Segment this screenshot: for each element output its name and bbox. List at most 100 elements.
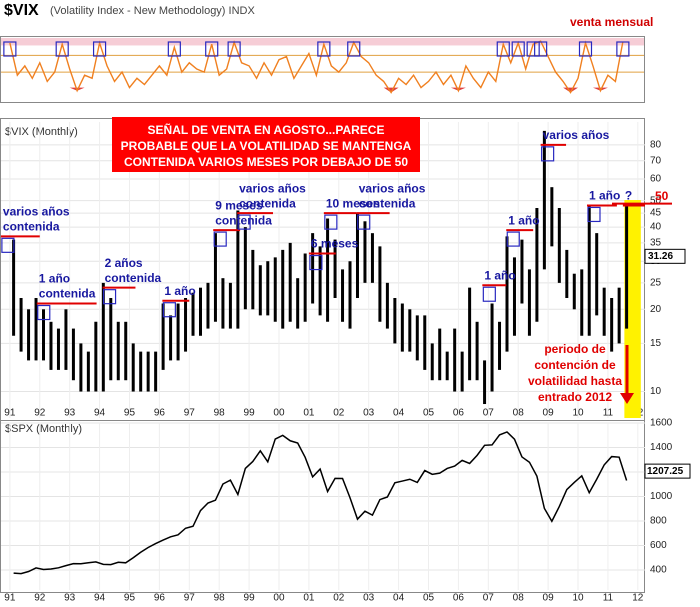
callout-text: CONTENIDA VARIOS MESES POR DEBAJO DE 50 — [124, 155, 408, 169]
x-tick-label: 11 — [603, 408, 614, 419]
callout-text: PROBABLE QUE LA VOLATILIDAD SE MANTENGA — [121, 139, 412, 153]
signal-box — [167, 41, 181, 57]
x-tick-label: 09 — [543, 593, 555, 604]
subtitle: (Volatility Index - New Methodology) IND… — [50, 5, 255, 17]
signal-box — [3, 41, 17, 57]
note-text: entrado 2012 — [538, 390, 612, 404]
x-tick-label: 04 — [393, 408, 405, 419]
ann-text: 2 años — [105, 256, 143, 270]
x-tick-label: 00 — [273, 593, 285, 604]
x-tick-label: 07 — [483, 593, 495, 604]
x-tick-label: 03 — [363, 593, 375, 604]
y-tick-label: 70 — [650, 155, 662, 166]
signal-box — [205, 41, 219, 57]
signal-box — [347, 41, 361, 57]
note-text: periodo de — [544, 342, 606, 356]
x-tick-label: 92 — [34, 408, 46, 419]
title: $VIX — [4, 2, 39, 19]
ann-text: varios años — [239, 181, 306, 195]
ann-box — [102, 289, 117, 305]
last-value: 1207.25 — [647, 466, 684, 477]
ann-box — [213, 231, 227, 247]
x-tick-label: 09 — [543, 408, 555, 419]
x-tick-label: 97 — [184, 408, 196, 419]
signal-box — [534, 41, 548, 57]
x-tick-label: 00 — [273, 408, 285, 419]
ann-box — [506, 231, 520, 247]
ann-box — [587, 206, 601, 223]
x-tick-label: 06 — [453, 408, 465, 419]
y-tick-label: 1400 — [650, 442, 673, 453]
y-tick-label: 80 — [650, 139, 662, 150]
y-tick-label: 45 — [650, 208, 662, 219]
x-tick-label: 06 — [453, 593, 465, 604]
y-tick-label: 60 — [650, 174, 662, 185]
ann-text: 6 meses — [311, 237, 359, 251]
x-tick-label: 94 — [94, 408, 106, 419]
x-tick-label: 92 — [34, 593, 46, 604]
ann-box — [482, 286, 496, 302]
x-tick-label: 10 — [572, 593, 584, 604]
x-tick-label: 11 — [603, 593, 614, 604]
ann-text: contenida — [3, 220, 60, 234]
x-tick-label: 08 — [513, 593, 525, 604]
ann-text: contenida — [239, 196, 296, 210]
signal-box — [511, 41, 525, 57]
y-tick-label: 400 — [650, 565, 667, 576]
ann-box — [37, 304, 51, 321]
ann-box — [1, 237, 15, 253]
vix-label: $VIX (Monthly) — [5, 126, 78, 138]
osc-line — [9, 40, 624, 94]
x-tick-label: 01 — [303, 593, 315, 604]
spx-frame — [0, 420, 645, 593]
note-text: contención de — [534, 358, 616, 372]
x-tick-label: 12 — [632, 593, 644, 604]
x-tick-label: 02 — [333, 593, 345, 604]
x-tick-label: 93 — [64, 408, 76, 419]
ann-text: contenida — [39, 287, 96, 301]
ann-box — [324, 214, 338, 230]
signal-box — [227, 41, 241, 57]
y-tick-label: 40 — [650, 222, 662, 233]
last-value: 31.26 — [648, 251, 673, 262]
floor-area — [9, 87, 623, 93]
ann-text: 10 meses — [326, 196, 380, 210]
x-tick-label: 98 — [214, 408, 226, 419]
ann-text: ? — [625, 189, 632, 203]
x-tick-label: 04 — [393, 593, 405, 604]
osc-annotation: venta mensual — [570, 15, 653, 29]
x-tick-label: 93 — [64, 593, 76, 604]
x-tick-label: 95 — [124, 593, 136, 604]
x-tick-label: 01 — [303, 408, 315, 419]
last-box — [644, 248, 686, 264]
x-tick-label: 10 — [572, 408, 584, 419]
x-tick-label: 99 — [244, 408, 256, 419]
osc-frame — [0, 36, 645, 103]
ann-text: 1 año — [39, 272, 70, 286]
signal-box — [578, 41, 593, 57]
y-tick-label: 1000 — [650, 491, 673, 502]
y-tick-label: 10 — [650, 386, 662, 397]
ann-text: 1 año — [484, 268, 515, 282]
x-tick-label: 91 — [4, 593, 16, 604]
ann-text: 1 año — [508, 213, 539, 227]
signal-box — [55, 41, 69, 57]
ann-text: 9 meses — [215, 198, 263, 212]
spx-label: $SPX (Monthly) — [5, 423, 82, 435]
x-tick-label: 95 — [124, 408, 136, 419]
callout-box — [112, 117, 420, 172]
ann-text: contenida — [359, 196, 416, 210]
signal-box — [92, 41, 107, 57]
y-tick-label: 600 — [650, 540, 667, 551]
signal-box — [616, 41, 630, 57]
y-tick-label: 1600 — [650, 418, 673, 429]
note-text: volatilidad hasta — [528, 374, 622, 388]
signal-box — [526, 41, 540, 57]
x-tick-label: 05 — [423, 408, 435, 419]
ann-text: varios años — [359, 181, 426, 195]
callout-text: SEÑAL DE VENTA EN AGOSTO...PARECE — [148, 122, 385, 137]
ann-text: varios años — [3, 205, 70, 219]
x-tick-label: 08 — [513, 408, 525, 419]
y-tick-label: 15 — [650, 338, 662, 349]
y-tick-label: 20 — [650, 304, 662, 315]
